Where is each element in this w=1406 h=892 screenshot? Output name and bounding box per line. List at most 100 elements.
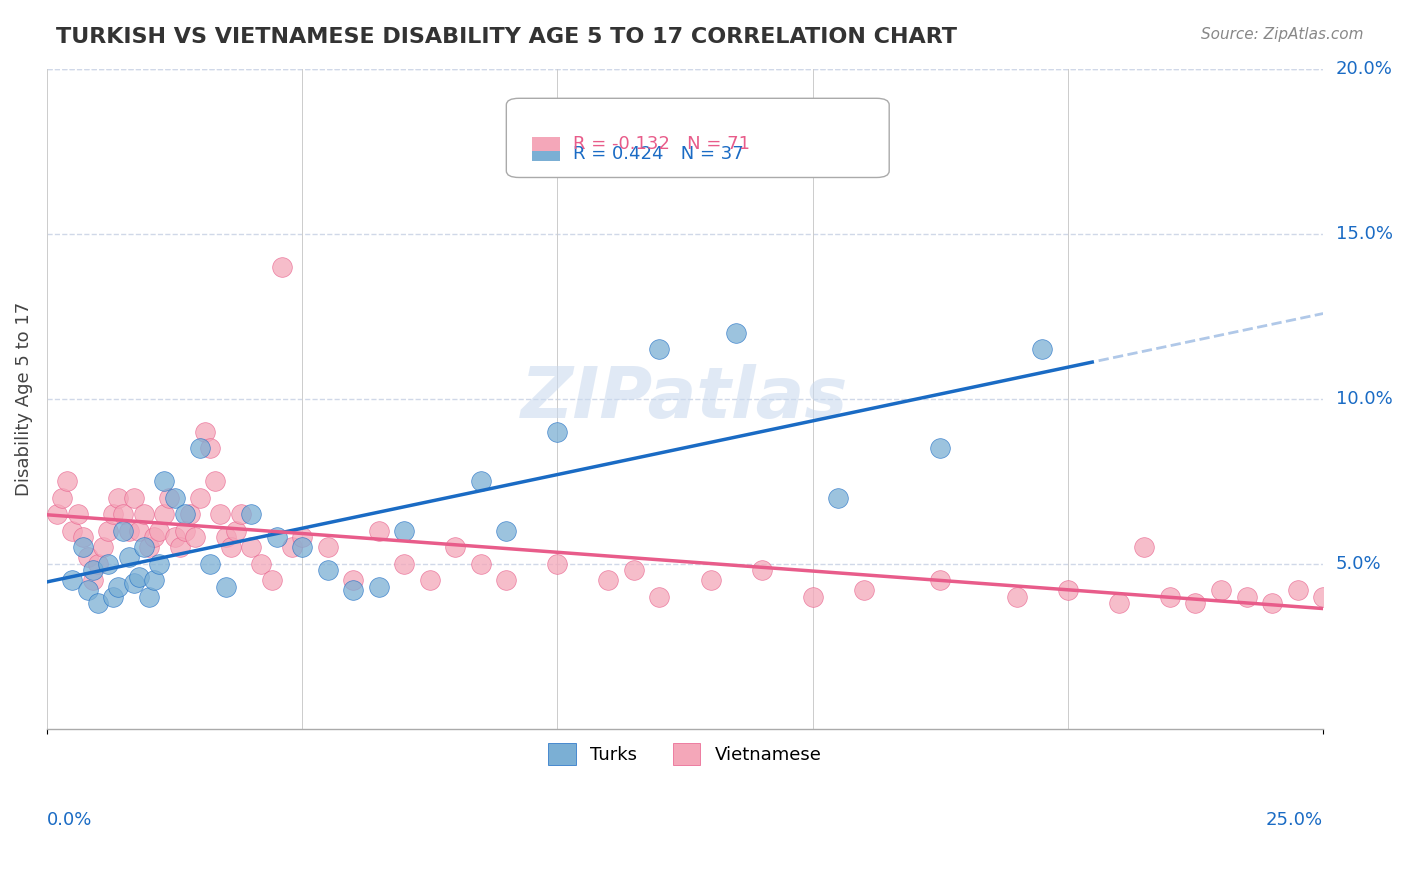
Point (138, 540, 160, 554)
Point (204, 474, 226, 488)
Point (1031, 342, 1053, 356)
Point (1209, 582, 1232, 597)
Y-axis label: Disability Age 5 to 17: Disability Age 5 to 17 (15, 301, 32, 496)
Point (132, 507, 155, 521)
Point (1159, 590, 1181, 604)
Point (117, 524, 139, 538)
FancyBboxPatch shape (531, 136, 560, 151)
FancyBboxPatch shape (506, 98, 889, 178)
Point (46, 507, 69, 521)
Point (138, 590, 160, 604)
Point (229, 507, 252, 521)
Legend: Turks, Vietnamese: Turks, Vietnamese (541, 736, 828, 772)
Point (62, 524, 84, 538)
Text: 5.0%: 5.0% (1336, 555, 1382, 573)
Point (184, 530, 207, 544)
FancyBboxPatch shape (531, 146, 560, 161)
Point (219, 540, 242, 554)
Point (1286, 582, 1309, 597)
Point (82, 563, 104, 577)
Point (82, 573, 104, 587)
Text: 0.0%: 0.0% (46, 811, 93, 829)
Point (200, 557, 222, 571)
Point (153, 474, 176, 488)
Point (169, 540, 191, 554)
Point (117, 549, 139, 564)
Point (444, 540, 467, 554)
Point (194, 425, 217, 439)
Point (270, 260, 292, 274)
Point (342, 573, 364, 587)
Point (200, 441, 222, 455)
Point (281, 540, 304, 554)
Point (699, 573, 721, 587)
Point (266, 530, 288, 544)
Point (929, 441, 952, 455)
Point (240, 507, 263, 521)
Point (1261, 596, 1284, 610)
Point (225, 524, 247, 538)
Point (316, 563, 339, 577)
Point (128, 524, 150, 538)
Text: ZIPatlas: ZIPatlas (522, 364, 849, 434)
Point (260, 573, 283, 587)
Point (214, 530, 236, 544)
Point (112, 507, 135, 521)
Point (495, 573, 517, 587)
Point (76, 549, 98, 564)
Point (419, 573, 441, 587)
Point (367, 580, 389, 594)
Point (179, 507, 201, 521)
Point (188, 441, 211, 455)
Point (648, 590, 671, 604)
Text: Source: ZipAtlas.com: Source: ZipAtlas.com (1201, 27, 1364, 42)
Point (188, 491, 211, 505)
Point (173, 507, 195, 521)
Point (128, 570, 150, 584)
Point (598, 573, 620, 587)
Point (1057, 582, 1080, 597)
Point (62, 573, 84, 587)
Point (56, 474, 79, 488)
Point (1184, 596, 1206, 610)
Point (148, 524, 170, 538)
Text: R = -0.132   N = 71: R = -0.132 N = 71 (572, 135, 749, 153)
Point (827, 491, 849, 505)
Point (546, 425, 568, 439)
Point (367, 524, 389, 538)
Point (72, 540, 94, 554)
Point (929, 573, 952, 587)
Point (1005, 590, 1028, 604)
Point (214, 580, 236, 594)
Point (87, 596, 110, 610)
Text: R = 0.424   N = 37: R = 0.424 N = 37 (572, 145, 744, 162)
Point (122, 491, 145, 505)
Point (103, 507, 125, 521)
Point (250, 557, 273, 571)
Point (1133, 540, 1156, 554)
Point (209, 507, 232, 521)
Point (470, 474, 492, 488)
Point (394, 557, 416, 571)
Point (103, 590, 125, 604)
Point (240, 540, 263, 554)
Point (648, 342, 671, 356)
Point (470, 557, 492, 571)
Point (72, 530, 94, 544)
Point (852, 582, 875, 597)
Point (342, 582, 364, 597)
Point (87, 557, 110, 571)
Point (153, 507, 176, 521)
Point (163, 530, 186, 544)
Text: TURKISH VS VIETNAMESE DISABILITY AGE 5 TO 17 CORRELATION CHART: TURKISH VS VIETNAMESE DISABILITY AGE 5 T… (56, 27, 957, 46)
Point (132, 540, 155, 554)
Point (316, 540, 339, 554)
Point (107, 580, 129, 594)
Point (546, 557, 568, 571)
Point (51, 491, 73, 505)
Point (148, 557, 170, 571)
Point (107, 491, 129, 505)
Point (291, 530, 314, 544)
Point (112, 524, 135, 538)
Point (1108, 596, 1130, 610)
